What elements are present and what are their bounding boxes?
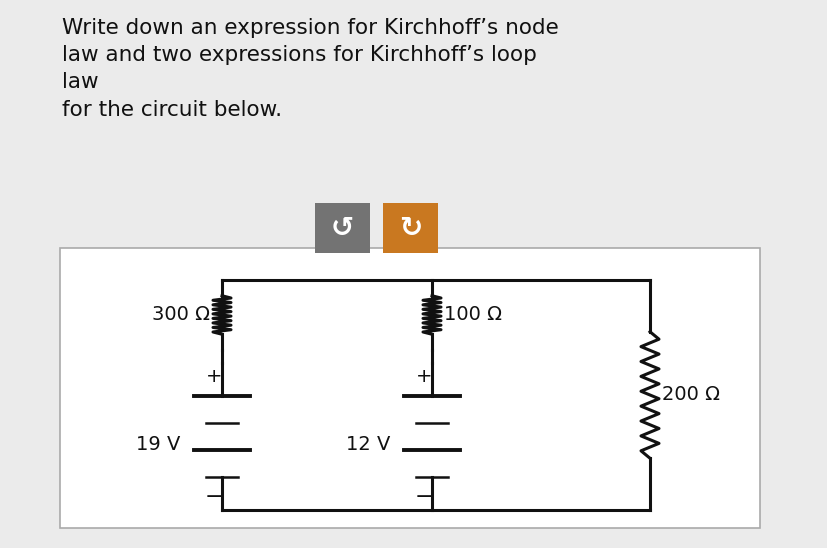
Text: 300 Ω: 300 Ω <box>152 305 210 324</box>
Text: 12 V: 12 V <box>345 435 390 454</box>
Text: +: + <box>415 367 432 386</box>
Bar <box>383 203 437 253</box>
Text: −: − <box>204 487 223 507</box>
Text: Write down an expression for Kirchhoff’s node
law and two expressions for Kirchh: Write down an expression for Kirchhoff’s… <box>62 18 558 119</box>
Bar <box>314 203 370 253</box>
Text: ↻: ↻ <box>399 214 422 242</box>
Text: 100 Ω: 100 Ω <box>443 305 501 324</box>
Text: 19 V: 19 V <box>136 435 179 454</box>
Text: +: + <box>205 367 222 386</box>
Text: ↺: ↺ <box>331 214 354 242</box>
Text: 200 Ω: 200 Ω <box>662 385 719 404</box>
Bar <box>60 248 759 528</box>
Text: −: − <box>414 487 433 507</box>
